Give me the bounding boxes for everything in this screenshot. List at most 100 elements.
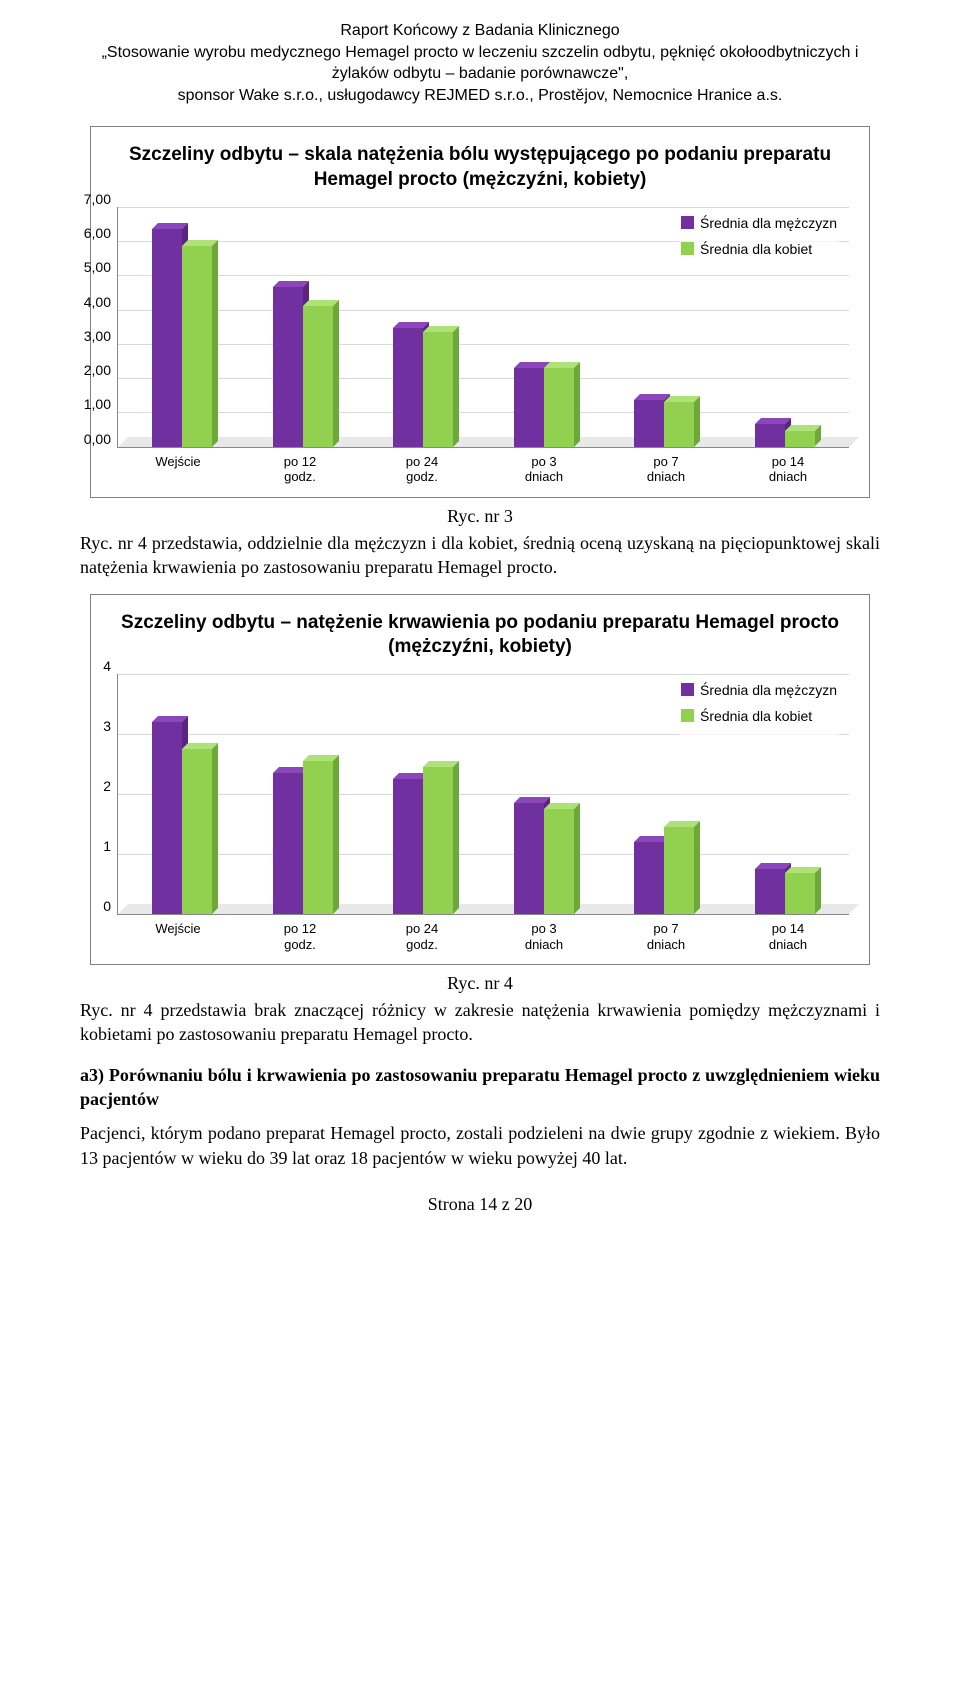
bar <box>182 246 212 447</box>
x-label: po 7dniach <box>605 921 727 952</box>
bar-side <box>815 425 821 446</box>
x-label: po 12godz. <box>239 454 361 485</box>
bar-group <box>363 767 484 914</box>
bar-side <box>574 362 580 447</box>
bar-group <box>363 328 484 446</box>
bar <box>393 779 423 914</box>
bar-group <box>604 827 725 914</box>
bar-group <box>122 229 243 447</box>
header-line-2: „Stosowanie wyrobu medycznego Hemagel pr… <box>80 42 880 85</box>
bar <box>544 368 574 447</box>
bar-group <box>484 803 605 914</box>
bar-front <box>785 873 815 914</box>
bar-front <box>514 368 544 447</box>
x-label: po 12godz. <box>239 921 361 952</box>
chart-1-area: 7,006,005,004,003,002,001,000,00 Średnia… <box>111 207 849 485</box>
x-label: po 3dniach <box>483 921 605 952</box>
bar-front <box>303 306 333 447</box>
legend-label-women: Średnia dla kobiet <box>700 241 812 257</box>
bar-front <box>544 368 574 447</box>
bar <box>785 873 815 914</box>
bar-front <box>544 809 574 914</box>
chart-1-plot-wrap: Średnia dla mężczyzn Średnia dla kobiet … <box>117 207 849 485</box>
bar-group <box>484 368 605 447</box>
bar-front <box>303 761 333 914</box>
bar <box>755 869 785 914</box>
chart-1-plot: Średnia dla mężczyzn Średnia dla kobiet <box>117 207 849 448</box>
bar <box>755 424 785 446</box>
legend-label-men: Średnia dla mężczyzn <box>700 215 837 231</box>
bar-side <box>694 396 700 447</box>
legend-swatch-women-2 <box>681 709 694 722</box>
page: Raport Końcowy z Badania Klinicznego „St… <box>0 0 960 1235</box>
header-line-3: sponsor Wake s.r.o., usługodawcy REJMED … <box>80 85 880 107</box>
bar-group <box>122 722 243 914</box>
bar <box>634 842 664 914</box>
page-footer: Strona 14 z 20 <box>80 1194 880 1215</box>
bar <box>514 368 544 447</box>
bar-side <box>212 743 218 914</box>
bar-side <box>333 755 339 914</box>
chart-2: Szczeliny odbytu – natężenie krwawienia … <box>90 594 870 966</box>
bar-group <box>604 400 725 446</box>
legend-swatch-men <box>681 216 694 229</box>
bar <box>152 722 182 914</box>
bar-front <box>152 722 182 914</box>
document-header: Raport Końcowy z Badania Klinicznego „St… <box>80 20 880 106</box>
bar-group <box>243 761 364 914</box>
bar-front <box>182 749 212 914</box>
bar <box>423 767 453 914</box>
bar-side <box>212 240 218 447</box>
paragraph-3: Pacjenci, którym podano preparat Hemagel… <box>80 1121 880 1170</box>
x-label: Wejście <box>117 454 239 485</box>
legend-swatch-women <box>681 242 694 255</box>
x-label: po 3dniach <box>483 454 605 485</box>
bar-front <box>634 842 664 914</box>
bar-front <box>755 869 785 914</box>
chart-1: Szczeliny odbytu – skala natężenia bólu … <box>90 126 870 498</box>
bar <box>273 287 303 446</box>
section-a3-heading: a3) Porównaniu bólu i krwawienia po zast… <box>80 1063 880 1112</box>
bar <box>514 803 544 914</box>
bar-front <box>423 332 453 447</box>
legend-item-men: Średnia dla mężczyzn <box>681 215 837 231</box>
chart-2-plot-wrap: Średnia dla mężczyzn Średnia dla kobiet … <box>117 674 849 952</box>
figure-1-label: Ryc. nr 3 <box>80 506 880 527</box>
chart-2-plot: Średnia dla mężczyzn Średnia dla kobiet <box>117 674 849 915</box>
bar <box>303 761 333 914</box>
bar <box>182 749 212 914</box>
legend-swatch-men-2 <box>681 683 694 696</box>
bar-side <box>694 821 700 914</box>
chart-2-area: 43210 Średnia dla mężczyzn Średnia dla k… <box>111 674 849 952</box>
bar-front <box>152 229 182 447</box>
legend-item-women: Średnia dla kobiet <box>681 241 837 257</box>
bar <box>634 400 664 446</box>
paragraph-2: Ryc. nr 4 przedstawia brak znaczącej róż… <box>80 998 880 1047</box>
bar <box>423 332 453 447</box>
bar-front <box>755 424 785 446</box>
chart-1-legend: Średnia dla mężczyzn Średnia dla kobiet <box>679 213 839 269</box>
bar-front <box>273 773 303 914</box>
bar-front <box>273 287 303 446</box>
bar-front <box>664 402 694 447</box>
bar-front <box>634 400 664 446</box>
bar-front <box>514 803 544 914</box>
x-label: po 7dniach <box>605 454 727 485</box>
bar-side <box>333 300 339 447</box>
header-line-1: Raport Końcowy z Badania Klinicznego <box>80 20 880 42</box>
x-label: Wejście <box>117 921 239 952</box>
legend-item-women-2: Średnia dla kobiet <box>681 708 837 724</box>
bar <box>393 328 423 446</box>
x-label: po 24godz. <box>361 454 483 485</box>
legend-item-men-2: Średnia dla mężczyzn <box>681 682 837 698</box>
bar-front <box>393 779 423 914</box>
bar-group <box>725 424 846 446</box>
x-label: po 14dniach <box>727 454 849 485</box>
chart-1-x-labels: Wejściepo 12godz.po 24godz.po 3dniachpo … <box>117 454 849 485</box>
bar <box>785 431 815 446</box>
legend-label-women-2: Średnia dla kobiet <box>700 708 812 724</box>
bar-front <box>182 246 212 447</box>
x-label: po 24godz. <box>361 921 483 952</box>
bar-side <box>815 867 821 914</box>
legend-label-men-2: Średnia dla mężczyzn <box>700 682 837 698</box>
